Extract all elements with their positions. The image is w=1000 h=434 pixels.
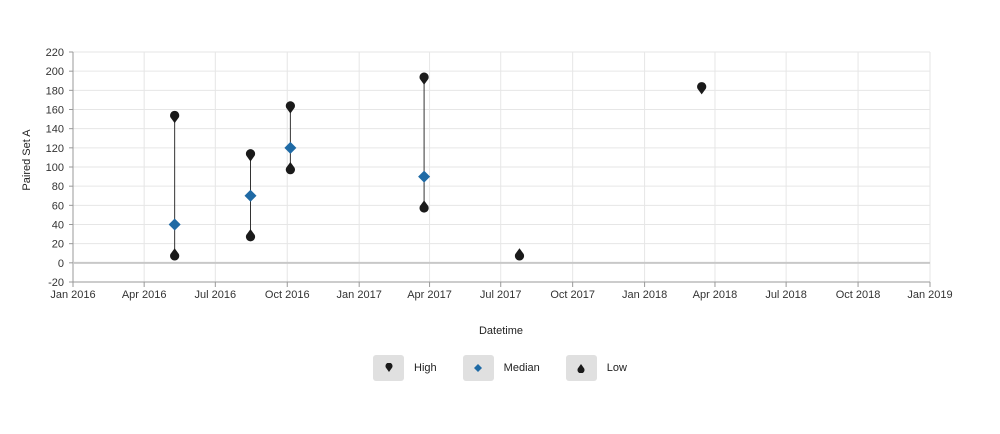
y-tick-label: 20 [52,239,64,251]
legend-label-low: Low [606,362,627,374]
median-point [244,189,257,202]
high-point [697,82,707,95]
x-tick-label: Jul 2016 [195,289,237,301]
legend-label-high: High [414,362,437,374]
legend-item-median[interactable]: Median [462,355,540,381]
legend: High Median Low [0,355,1000,381]
teardrop-up-icon [577,364,585,373]
legend-label-median: Median [503,362,540,374]
legend-swatch-median[interactable] [462,355,494,381]
low-point [514,248,525,261]
y-tick-label: 0 [58,258,64,270]
x-tick-label: Jul 2017 [480,289,522,301]
y-tick-label: 100 [46,162,64,174]
low-point [245,229,256,242]
low-point [419,200,429,213]
y-tick-label: 140 [46,124,64,136]
y-tick-label: 220 [46,47,64,59]
y-tick-label: 160 [46,105,64,117]
legend-swatch-high[interactable] [373,355,405,381]
legend-item-high[interactable]: High [373,355,437,381]
median-point [168,218,181,231]
data-points [168,72,707,261]
median-point [418,170,431,183]
y-tick-label: 180 [46,85,64,97]
diamond-icon [474,364,483,372]
x-tick-label: Oct 2018 [836,289,881,301]
x-tick-label: Jan 2016 [50,289,95,301]
axes: -20 0 20 40 60 80 100 120 140 160 180 200 220 Jan 201… [46,47,953,301]
low-point [285,162,295,175]
x-tick-label: Apr 2016 [122,289,167,301]
x-tick-label: Apr 2018 [693,289,738,301]
x-axis-title: Datetime [479,325,523,337]
y-tick-label: 80 [52,181,64,193]
y-tick-label: 120 [46,143,64,155]
median-point [284,141,297,154]
high-point [285,101,295,114]
grid [72,51,931,283]
high-point [419,72,429,85]
y-tick-label: 60 [52,200,64,212]
legend-item-low[interactable]: Low [565,355,627,381]
y-tick-label: 40 [52,220,64,232]
y-tick-label: 200 [46,66,64,78]
teardrop-down-icon [385,363,393,372]
y-tick-label: -20 [48,277,64,289]
high-point [245,149,256,162]
legend-swatch-low[interactable] [565,355,597,381]
x-tick-label: Jan 2019 [907,289,952,301]
x-tick-label: Oct 2016 [265,289,310,301]
x-tick-label: Jul 2018 [765,289,807,301]
x-tick-label: Oct 2017 [550,289,595,301]
low-point [170,248,180,261]
x-tick-label: Jan 2017 [337,289,382,301]
x-tick-label: Apr 2017 [407,289,452,301]
y-axis-title: Paired Set A [21,129,33,191]
x-tick-label: Jan 2018 [622,289,667,301]
high-point [170,110,180,124]
